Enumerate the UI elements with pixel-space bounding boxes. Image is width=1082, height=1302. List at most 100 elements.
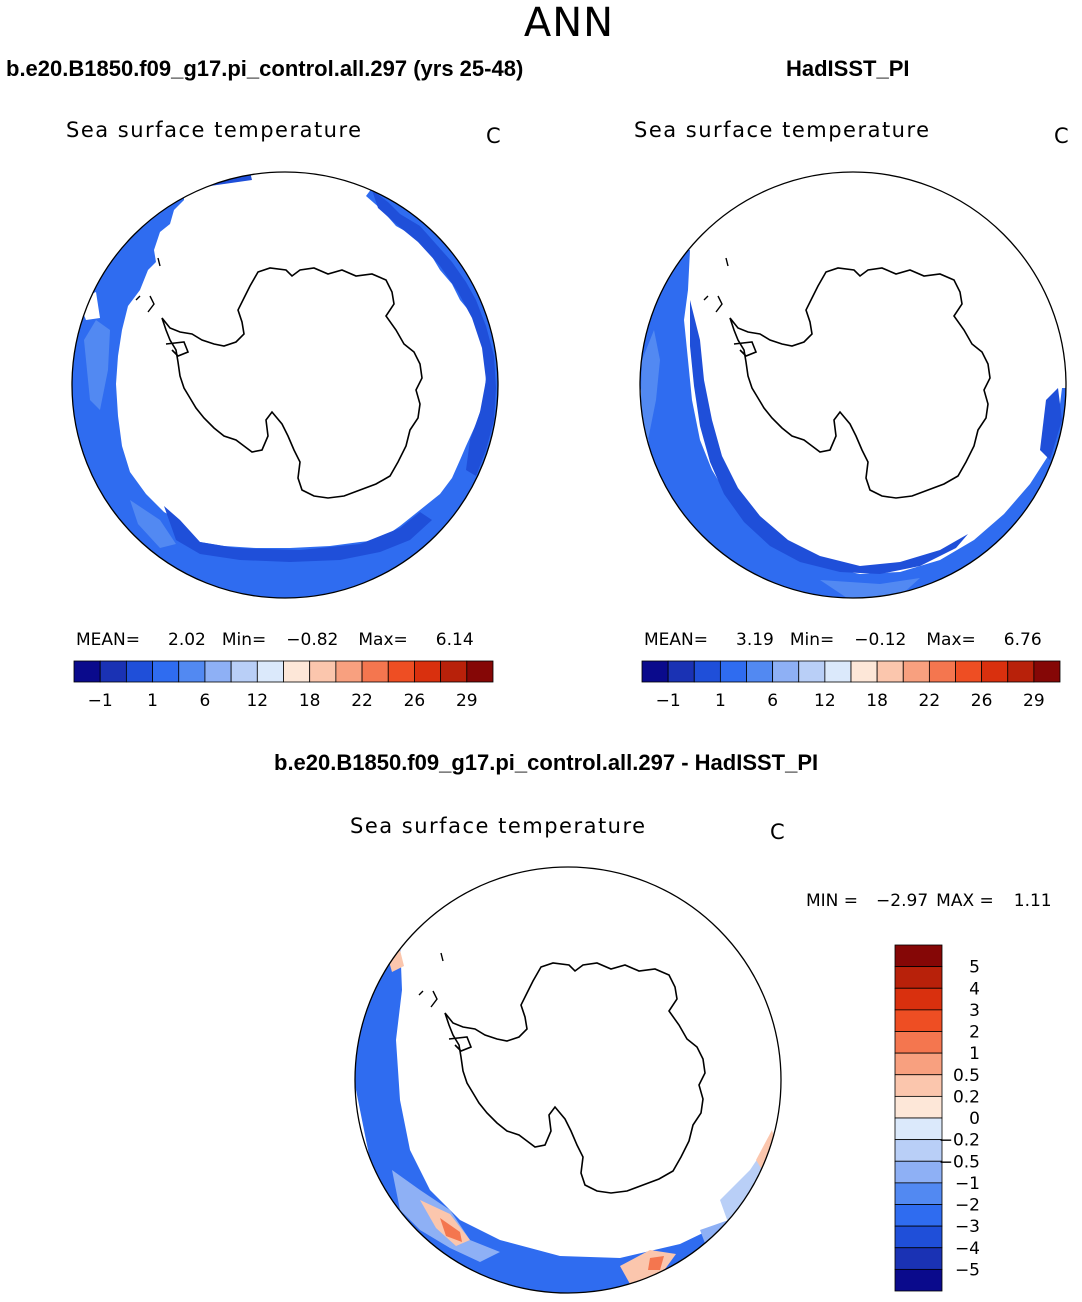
right-colorbar-swatch bbox=[981, 660, 1009, 683]
right-stats: MEAN= 3.19 Min= −0.12 Max= 6.76 bbox=[644, 630, 1042, 650]
left-mean-label: MEAN= bbox=[76, 630, 140, 650]
left-colorbar-swatch bbox=[99, 660, 127, 683]
diff-colorbar-tick-label: 1 bbox=[969, 1044, 980, 1064]
right-colorbar-swatch bbox=[955, 660, 983, 683]
left-min-value: −0.82 bbox=[286, 630, 339, 650]
right-colorbar-swatch bbox=[772, 660, 800, 683]
diff-colorbar-tick-label: 4 bbox=[969, 979, 980, 999]
left-colorbar-tick-label: 22 bbox=[351, 691, 373, 711]
diff-colorbar-tick-label: −0.5 bbox=[939, 1152, 980, 1172]
left-map-title: Sea surface temperature bbox=[66, 118, 363, 142]
left-colorbar-tick-label: 6 bbox=[200, 691, 211, 711]
right-map-ocean bbox=[640, 172, 1066, 598]
diff-map-ocean bbox=[355, 867, 781, 1293]
right-colorbar-swatch bbox=[850, 660, 878, 683]
diff-colorbar-swatch bbox=[894, 1160, 943, 1184]
right-colorbar-swatch bbox=[1033, 660, 1061, 683]
right-panel-title: HadISST_PI bbox=[786, 56, 910, 81]
left-colorbar-swatch bbox=[73, 660, 101, 683]
right-colorbar-tick-label: 26 bbox=[971, 691, 993, 711]
diff-colorbar-tick-label: −4 bbox=[955, 1239, 980, 1259]
left-colorbar-swatch bbox=[178, 660, 206, 683]
diff-colorbar-tick-label: 2 bbox=[969, 1023, 980, 1043]
left-colorbar-swatch bbox=[204, 660, 232, 683]
diff-colorbar-swatch bbox=[894, 1031, 943, 1054]
left-colorbar-swatch bbox=[466, 660, 494, 683]
diff-colorbar-tick-label: 0.5 bbox=[953, 1066, 980, 1086]
diff-colorbar-tick-label: 0.2 bbox=[953, 1087, 980, 1107]
left-colorbar-tick-label: −1 bbox=[88, 691, 113, 711]
left-colorbar-swatch bbox=[335, 660, 363, 683]
right-colorbar-tick-label: 6 bbox=[767, 691, 778, 711]
left-colorbar-tick-label: 12 bbox=[246, 691, 268, 711]
right-colorbar-swatch bbox=[667, 660, 695, 683]
diff-colorbar-swatch bbox=[894, 1204, 943, 1227]
diff-min-label: MIN = bbox=[806, 891, 859, 911]
diff-map-units: C bbox=[770, 820, 785, 844]
diff-panel-title: b.e20.B1850.f09_g17.pi_control.all.297 -… bbox=[274, 750, 819, 775]
left-colorbar-tick-label: 1 bbox=[147, 691, 158, 711]
right-min-value: −0.12 bbox=[854, 630, 907, 650]
diff-colorbar-tick-label: −5 bbox=[955, 1260, 980, 1280]
diff-colorbar-swatch bbox=[894, 1182, 943, 1205]
right-colorbar-swatch bbox=[902, 660, 930, 683]
diff-colorbar-swatch bbox=[894, 1052, 943, 1076]
diff-colorbar-swatch bbox=[894, 1247, 943, 1270]
right-max-value: 6.76 bbox=[1003, 630, 1042, 650]
right-colorbar-swatch bbox=[1007, 660, 1035, 683]
diff-stats: MIN = −2.97 MAX = 1.11 bbox=[806, 891, 1052, 911]
left-min-label: Min= bbox=[221, 630, 267, 650]
diff-map bbox=[354, 866, 782, 1294]
left-map-units: C bbox=[486, 124, 501, 148]
diff-colorbar-tick-label: −2 bbox=[955, 1196, 980, 1216]
right-colorbar-tick-label: 1 bbox=[715, 691, 726, 711]
left-map-coastline bbox=[135, 257, 423, 499]
diff-colorbar-tick-label: −1 bbox=[955, 1174, 980, 1194]
left-colorbar: −1 1 6 12 18 22 26 29 bbox=[73, 660, 494, 711]
left-colorbar-swatch bbox=[256, 660, 284, 683]
diff-colorbar-tick-label: 5 bbox=[969, 958, 980, 978]
left-map bbox=[71, 171, 499, 599]
left-map-ocean bbox=[72, 172, 498, 598]
left-colorbar-tick-label: 29 bbox=[456, 691, 478, 711]
left-colorbar-swatch bbox=[230, 660, 258, 683]
diff-map-coastline bbox=[418, 952, 706, 1194]
left-colorbar-swatch bbox=[283, 660, 311, 683]
right-map-units: C bbox=[1054, 124, 1069, 148]
diff-map-title: Sea surface temperature bbox=[350, 814, 647, 838]
diff-colorbar-tick-label: −0.2 bbox=[939, 1131, 980, 1151]
right-colorbar-tick-label: 18 bbox=[866, 691, 888, 711]
right-colorbar-tick-label: 22 bbox=[919, 691, 941, 711]
right-colorbar-swatch bbox=[719, 660, 747, 683]
diff-colorbar-swatch bbox=[894, 1074, 943, 1097]
right-colorbar-swatch bbox=[641, 660, 669, 683]
diff-colorbar-swatch bbox=[894, 1225, 943, 1249]
right-mean-value: 3.19 bbox=[736, 630, 774, 650]
diff-max-value: 1.11 bbox=[1013, 891, 1052, 911]
right-map-title: Sea surface temperature bbox=[634, 118, 931, 142]
right-map bbox=[639, 171, 1067, 599]
left-max-label: Max= bbox=[358, 630, 408, 650]
diff-colorbar-tick-label: 3 bbox=[969, 1001, 980, 1021]
right-colorbar-tick-label: 12 bbox=[814, 691, 836, 711]
right-max-label: Max= bbox=[926, 630, 976, 650]
right-colorbar-tick-label: 29 bbox=[1023, 691, 1045, 711]
right-min-label: Min= bbox=[789, 630, 835, 650]
right-colorbar-swatch bbox=[693, 660, 721, 683]
left-colorbar-swatch bbox=[152, 660, 180, 683]
left-colorbar-tick-label: 26 bbox=[404, 691, 426, 711]
right-mean-label: MEAN= bbox=[644, 630, 708, 650]
right-map-coastline bbox=[703, 257, 991, 499]
diff-max-label: MAX = bbox=[936, 891, 994, 911]
right-colorbar-swatch bbox=[876, 660, 904, 683]
left-colorbar-swatch bbox=[309, 660, 337, 683]
left-panel-title: b.e20.B1850.f09_g17.pi_control.all.297 (… bbox=[6, 56, 524, 81]
diff-colorbar-tick-label: 0 bbox=[969, 1109, 980, 1129]
diff-colorbar-swatch bbox=[894, 987, 943, 1011]
diff-min-value: −2.97 bbox=[876, 891, 929, 911]
figure-title: ANN bbox=[523, 0, 615, 46]
left-max-value: 6.14 bbox=[435, 630, 474, 650]
diff-colorbar-swatch bbox=[894, 1009, 943, 1032]
